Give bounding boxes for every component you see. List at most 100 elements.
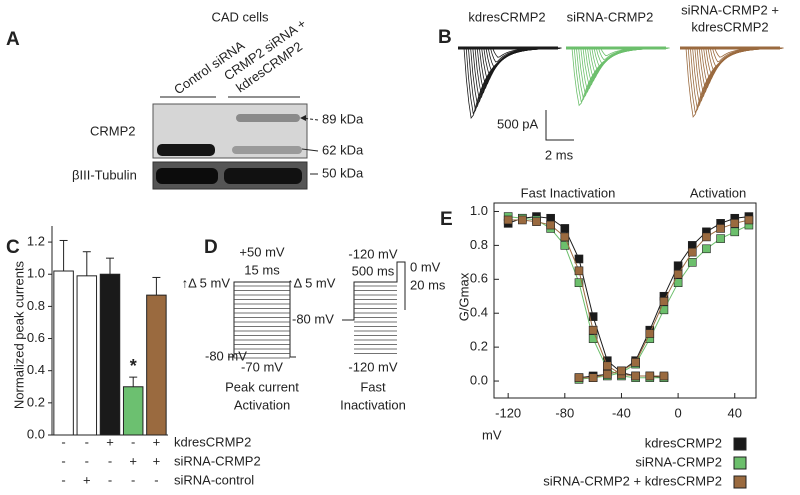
trace-label: kdresCRMP2: [468, 9, 545, 24]
condition-mark: +: [129, 453, 137, 468]
annotation: Fast Inactivation: [521, 185, 616, 200]
data-point: [716, 224, 725, 233]
data-point: [503, 215, 513, 225]
protocol-label: 15 ms: [244, 262, 280, 277]
protocol-label: -120 mV: [348, 359, 397, 374]
protocol-label: 500 ms: [352, 263, 395, 278]
band: [156, 168, 218, 184]
data-point: [659, 297, 669, 306]
arrowhead: [300, 115, 306, 121]
condition-mark: +: [83, 472, 91, 487]
panel-label: A: [6, 29, 20, 50]
data-point: [574, 373, 584, 382]
condition-mark: -: [61, 453, 65, 468]
scale-label: 500 pA: [497, 116, 539, 131]
data-point: [560, 224, 570, 233]
data-point: [560, 232, 570, 242]
band: [232, 146, 302, 154]
y-axis-label: Normalized peak currents: [11, 260, 26, 409]
data-point: [546, 220, 555, 230]
protocol-label: Fast: [360, 379, 386, 394]
data-point: [518, 215, 527, 225]
legend-label: siRNA-CRMP2 + kdresCRMP2: [543, 473, 722, 488]
condition-mark: -: [85, 434, 89, 449]
x-tick-label: 40: [728, 405, 742, 420]
y-tick-label: 0.8: [27, 298, 45, 313]
data-point: [730, 227, 740, 237]
x-tick-label: -80: [555, 405, 574, 420]
x-axis-label: mV: [482, 427, 502, 442]
condition-mark: -: [154, 472, 158, 487]
data-point: [673, 269, 683, 279]
row-label: βIII-Tubulin: [72, 167, 137, 182]
protocol-label: 20 ms: [410, 277, 446, 292]
protocol-label: Activation: [234, 397, 290, 412]
data-point: [588, 373, 598, 382]
protocol-label: -80 mV: [205, 348, 247, 363]
protocol-label: Inactivation: [340, 397, 406, 412]
condition-mark: -: [108, 472, 112, 487]
data-point: [659, 371, 669, 381]
data-point: [631, 371, 640, 381]
marker-label: 50 kDa: [322, 165, 364, 180]
condition-mark: +: [153, 434, 161, 449]
y-tick-label: 0.2: [470, 339, 488, 354]
data-point: [588, 312, 598, 321]
condition-mark: -: [131, 472, 135, 487]
data-point: [702, 232, 711, 242]
arrow: [301, 148, 319, 152]
condition-mark: -: [131, 434, 135, 449]
x-tick-label: -40: [612, 405, 631, 420]
protocol-label: -80 mV: [292, 311, 334, 326]
protocol-label: -70 mV: [241, 359, 283, 374]
current-trace: [566, 47, 668, 103]
bar: [99, 273, 121, 436]
legend-label: kdresCRMP2: [645, 435, 722, 450]
plot-frame: [493, 202, 757, 399]
data-point: [744, 215, 754, 225]
data-point: [673, 261, 683, 271]
data-point: [602, 361, 612, 371]
y-tick-label: 0.6: [470, 271, 488, 286]
protocol-label: ↑Δ 5 mV: [182, 275, 231, 290]
condition-name: siRNA-control: [174, 472, 254, 487]
y-tick-label: 1.2: [27, 234, 45, 249]
data-point: [687, 258, 697, 267]
current-trace: [566, 47, 668, 107]
data-point: [532, 217, 541, 226]
panel-label: E: [440, 209, 453, 230]
current-trace: [680, 47, 782, 114]
band: [236, 114, 300, 122]
bar: [76, 275, 98, 436]
data-point: [574, 266, 584, 276]
y-tick-label: 0.4: [27, 362, 45, 377]
data-point: [602, 369, 612, 379]
trace-label: siRNA-CRMP2: [567, 9, 654, 24]
condition-name: siRNA-CRMP2: [174, 453, 261, 468]
current-trace: [680, 47, 781, 118]
condition-mark: -: [61, 472, 65, 487]
data-point: [687, 247, 697, 257]
legend-swatch: [733, 437, 747, 451]
data-point: [716, 234, 725, 243]
panel-title: CAD cells: [211, 9, 269, 24]
arrow: [301, 117, 319, 121]
marker-label: 62 kDa: [322, 142, 364, 157]
panel-label: D: [204, 237, 218, 258]
data-point: [617, 366, 626, 376]
legend-swatch: [733, 475, 747, 489]
y-tick-label: 1.0: [470, 203, 488, 218]
panel-label: B: [438, 27, 452, 48]
current-trace: [458, 47, 560, 115]
protocol-label: 0 mV: [410, 259, 441, 274]
data-point: [702, 244, 711, 254]
scale-label: 2 ms: [545, 147, 574, 162]
condition-mark: +: [106, 434, 114, 449]
condition-mark: -: [61, 434, 65, 449]
significance: *: [130, 356, 137, 376]
bar: [146, 294, 167, 436]
scale-bar: [545, 110, 574, 141]
y-tick-label: 0.8: [470, 237, 488, 252]
condition-name: kdresCRMP2: [174, 434, 251, 449]
